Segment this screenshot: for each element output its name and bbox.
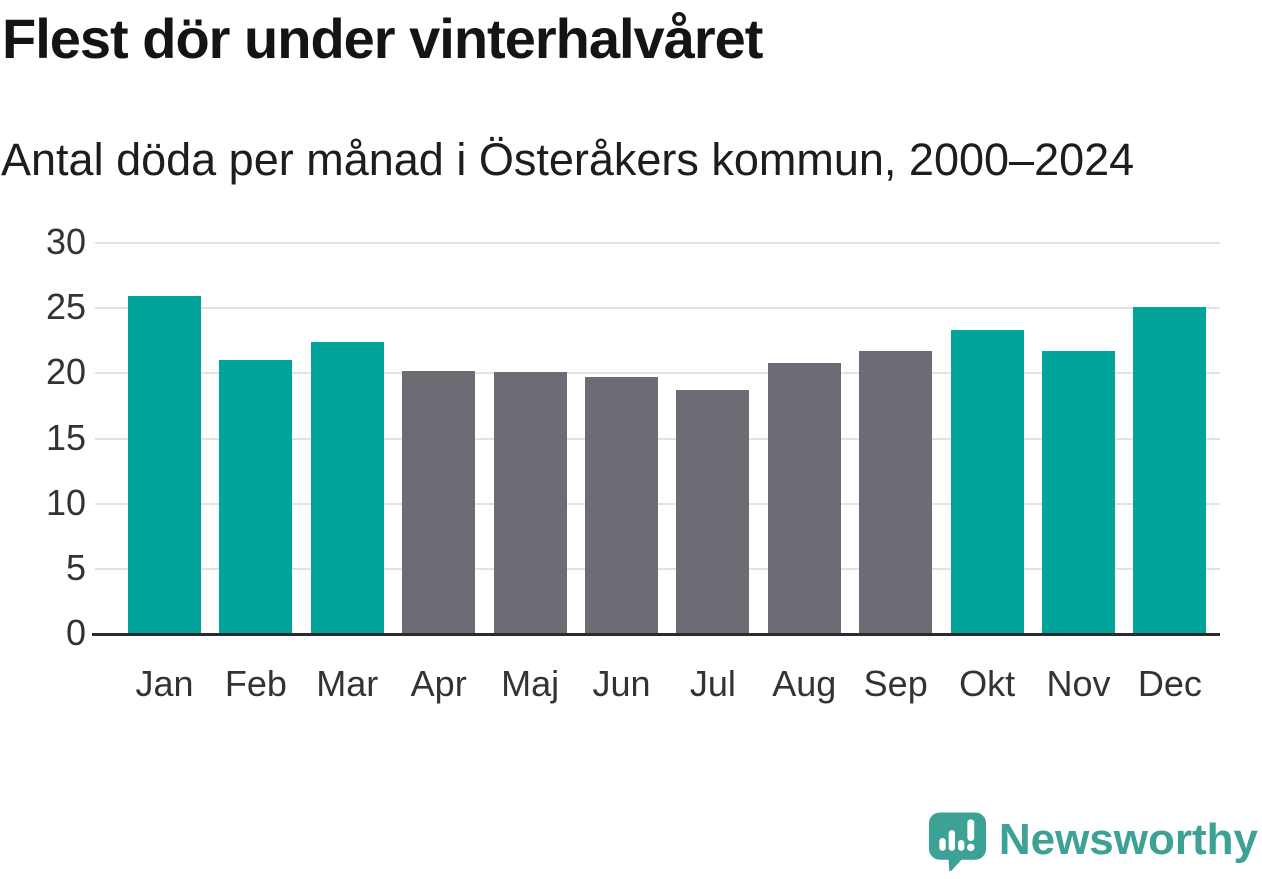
y-tick-label-30: 30 [45, 221, 86, 262]
y-tick-label-20: 20 [45, 351, 86, 393]
x-axis-line [92, 633, 1220, 636]
y-tick-label-25: 25 [45, 286, 86, 328]
y-tick-label-10: 10 [45, 481, 86, 523]
x-tick-label-maj: Maj [501, 663, 560, 704]
bar-mar [310, 342, 384, 634]
bar-dec [1133, 306, 1207, 634]
bar-apr [402, 370, 476, 634]
chart-subtitle: Antal döda per månad i Österåkers kommun… [1, 134, 1135, 185]
x-tick-label-aug: Aug [772, 663, 837, 704]
x-tick-label-jul: Jul [689, 663, 736, 704]
x-tick-label-sep: Sep [863, 663, 928, 704]
newsworthy-logo-text: Newsworthy [998, 815, 1258, 864]
chart-title: Flest dör under vinterhalvåret [2, 7, 763, 70]
x-tick-label-okt: Okt [959, 663, 1016, 704]
bar-feb [219, 360, 293, 634]
x-tick-label-apr: Apr [410, 663, 467, 704]
y-tick-label-15: 15 [45, 416, 86, 458]
y-tick-label-5: 5 [65, 546, 86, 588]
gridline-20 [95, 372, 1220, 375]
x-tick-label-feb: Feb [224, 663, 287, 704]
bar-jan [128, 296, 201, 634]
bar-jun [585, 377, 658, 634]
x-tick-label-dec: Dec [1137, 663, 1202, 704]
gridline-25 [95, 307, 1220, 310]
y-tick-label-0: 0 [65, 612, 86, 653]
newsworthy-branding: Newsworthy [926, 808, 1258, 872]
bar-aug [767, 362, 841, 634]
bar-okt [950, 330, 1024, 634]
x-tick-label-nov: Nov [1046, 663, 1111, 704]
gridline-30 [95, 242, 1220, 244]
bar-maj [493, 372, 567, 634]
bar-nov [1042, 351, 1115, 634]
bar-sep [859, 351, 933, 634]
bar-jul [676, 390, 750, 634]
newsworthy-logo-icon [928, 812, 986, 872]
x-tick-label-mar: Mar [316, 663, 379, 704]
x-tick-label-jan: Jan [135, 663, 194, 704]
x-tick-label-jun: Jun [592, 663, 651, 704]
